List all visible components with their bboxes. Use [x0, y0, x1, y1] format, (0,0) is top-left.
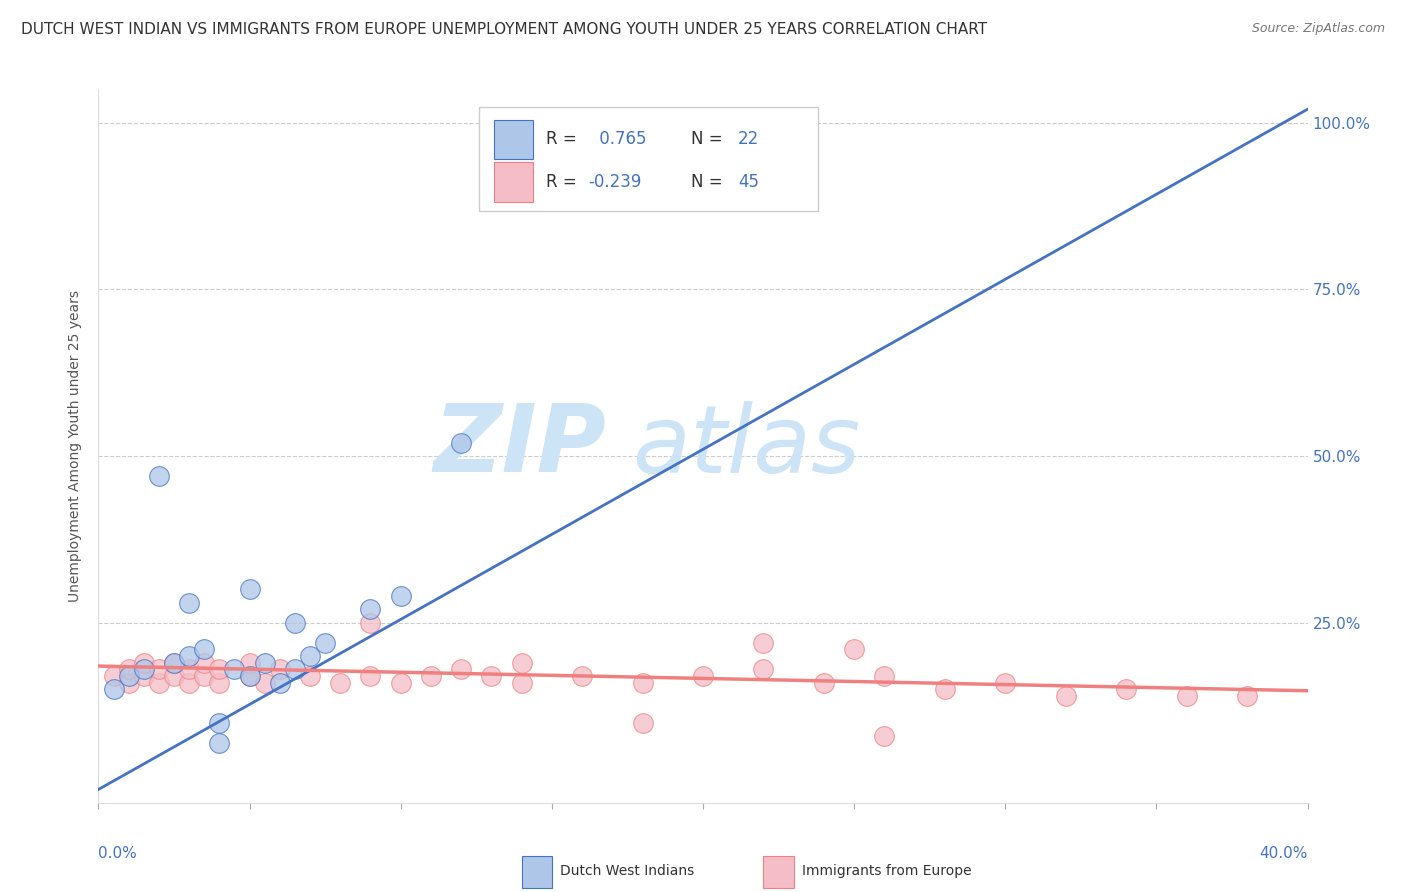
Point [148, 662, 170, 676]
Text: R =: R = [546, 173, 582, 191]
Point [253, 675, 276, 690]
Point [179, 662, 201, 676]
Point [284, 662, 307, 676]
Point [103, 669, 125, 683]
Point [132, 669, 155, 683]
Point [329, 675, 352, 690]
Point [118, 675, 141, 690]
Text: ZIP: ZIP [433, 400, 606, 492]
Point [360, 615, 382, 630]
Point [132, 662, 155, 676]
Point [631, 715, 654, 730]
Point [360, 602, 382, 616]
Text: Source: ZipAtlas.com: Source: ZipAtlas.com [1251, 22, 1385, 36]
Point [163, 656, 186, 670]
Point [118, 669, 141, 683]
Bar [494, 120, 533, 159]
Text: atlas: atlas [631, 401, 860, 491]
Point [1115, 682, 1137, 697]
Text: Dutch West Indians: Dutch West Indians [561, 863, 695, 878]
Point [118, 662, 141, 676]
Point [873, 729, 896, 743]
Point [571, 669, 593, 683]
Point [179, 675, 201, 690]
Point [239, 656, 262, 670]
Point [208, 675, 231, 690]
Point [510, 656, 533, 670]
Point [103, 682, 125, 697]
Point [193, 656, 215, 670]
Text: R =: R = [546, 130, 582, 148]
Point [132, 656, 155, 670]
Text: 0.765: 0.765 [595, 130, 647, 148]
Point [1236, 689, 1258, 703]
Point [873, 669, 896, 683]
Point [389, 589, 412, 603]
Point [481, 669, 503, 683]
Point [813, 675, 835, 690]
Y-axis label: Unemployment Among Youth under 25 years: Unemployment Among Youth under 25 years [69, 290, 83, 602]
Point [844, 642, 866, 657]
Point [269, 675, 291, 690]
Point [450, 662, 472, 676]
Point [450, 435, 472, 450]
Point [631, 675, 654, 690]
Point [299, 649, 322, 664]
Point [193, 669, 215, 683]
Point [239, 669, 262, 683]
Point [148, 675, 170, 690]
Text: 0.0%: 0.0% [98, 846, 138, 861]
Point [224, 662, 246, 676]
Text: Immigrants from Europe: Immigrants from Europe [803, 863, 972, 878]
Point [752, 636, 775, 650]
Point [1175, 689, 1198, 703]
Point [510, 675, 533, 690]
Point [148, 469, 170, 483]
Point [179, 596, 201, 610]
Point [163, 656, 186, 670]
Point [284, 615, 307, 630]
Point [360, 669, 382, 683]
Bar [522, 856, 553, 888]
Text: -0.239: -0.239 [588, 173, 641, 191]
Point [208, 715, 231, 730]
Point [208, 662, 231, 676]
Bar [494, 162, 533, 202]
Bar [763, 856, 794, 888]
Point [239, 669, 262, 683]
Text: 45: 45 [738, 173, 759, 191]
Point [752, 662, 775, 676]
Text: DUTCH WEST INDIAN VS IMMIGRANTS FROM EUROPE UNEMPLOYMENT AMONG YOUTH UNDER 25 YE: DUTCH WEST INDIAN VS IMMIGRANTS FROM EUR… [21, 22, 987, 37]
Point [253, 656, 276, 670]
Point [692, 669, 714, 683]
FancyBboxPatch shape [479, 107, 818, 211]
Text: 22: 22 [738, 130, 759, 148]
Point [239, 582, 262, 597]
Point [179, 649, 201, 664]
Point [389, 675, 412, 690]
Text: N =: N = [690, 173, 728, 191]
Point [208, 736, 231, 750]
Point [934, 682, 956, 697]
Point [1054, 689, 1077, 703]
Point [994, 675, 1017, 690]
Point [269, 662, 291, 676]
Text: N =: N = [690, 130, 728, 148]
Point [193, 642, 215, 657]
Point [299, 669, 322, 683]
Point [163, 669, 186, 683]
Text: 40.0%: 40.0% [1260, 846, 1308, 861]
Point [314, 636, 336, 650]
Point [420, 669, 443, 683]
